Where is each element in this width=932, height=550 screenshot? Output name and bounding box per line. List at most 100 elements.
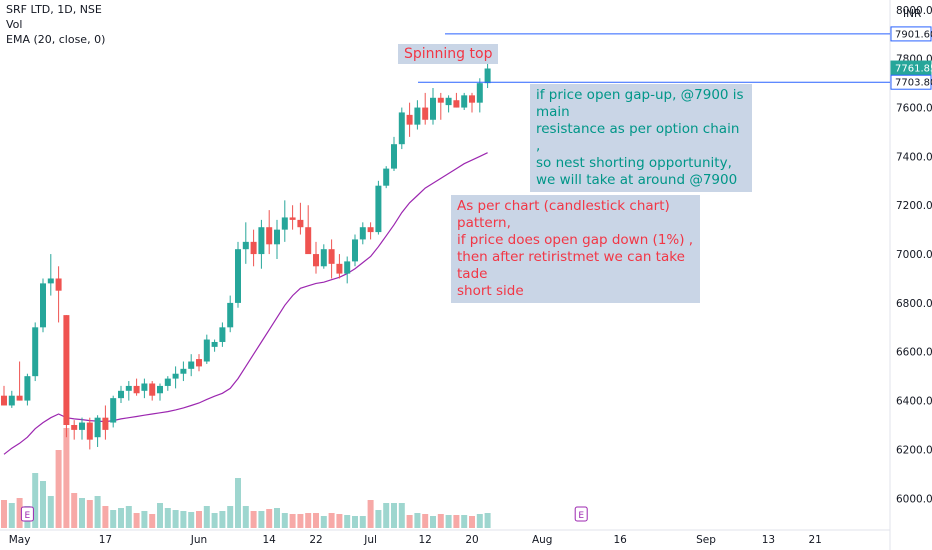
volume-bar: [141, 511, 148, 528]
candle-body: [445, 97, 452, 106]
candle-body: [328, 249, 335, 264]
legend-symbol[interactable]: SRF LTD, 1D, NSE: [6, 3, 102, 16]
candle-body: [367, 227, 374, 233]
candle: [242, 222, 249, 264]
volume-bar: [359, 516, 366, 528]
candle: [453, 92, 460, 108]
candle-body: [375, 185, 382, 233]
candle-body: [250, 241, 257, 255]
candle-body: [406, 114, 413, 125]
gap-up-note-line: so nest shorting opportunity,: [536, 155, 732, 171]
volume-bars: [1, 428, 491, 528]
volume-bar: [196, 511, 202, 528]
candle-body: [313, 254, 319, 267]
volume-bar: [125, 506, 132, 528]
horizontal-lines[interactable]: [418, 33, 890, 83]
earnings-marker: E: [20, 506, 34, 522]
candle-body: [118, 390, 124, 399]
candle: [125, 381, 132, 401]
candle: [203, 334, 210, 364]
gap-down-note-line: then after retiristmet we can take tade: [457, 249, 685, 282]
volume-bar: [172, 510, 179, 528]
time-tick-label: 22: [309, 534, 322, 546]
volume-bar: [274, 508, 280, 528]
earnings-marker: E: [574, 506, 588, 522]
time-tick-label: 14: [263, 534, 277, 546]
volume-bar: [86, 500, 93, 528]
price-tick-label: 6200.00: [896, 444, 932, 456]
spinning-top-annotation[interactable]: Spinning top: [398, 44, 499, 64]
candle: [375, 180, 382, 235]
volume-bar: [242, 506, 249, 528]
volume-bar: [414, 513, 421, 528]
gap-up-note[interactable]: if price open gap-up, @7900 is main resi…: [530, 84, 752, 192]
candle: [235, 241, 241, 308]
volume-bar: [445, 515, 452, 528]
time-tick-label: 17: [99, 534, 112, 546]
price-tick-label: 7200.00: [896, 200, 932, 212]
candle-body: [172, 373, 179, 379]
candle: [8, 390, 15, 408]
candle-body: [437, 97, 444, 103]
candle-body: [180, 368, 187, 374]
candle-body: [352, 239, 358, 262]
earnings-marker-box: [574, 506, 588, 522]
candle: [469, 92, 475, 113]
candle: [313, 241, 319, 274]
candle-body: [281, 217, 288, 230]
candle-body: [94, 417, 101, 438]
price-tick-label: 6800.00: [896, 298, 932, 310]
time-axis[interactable]: May 17 Jun 14 22 Jul 12 20 Aug 16 Sep 13 21: [9, 534, 822, 546]
candle-body: [133, 385, 140, 394]
volume-bar: [203, 506, 210, 528]
volume-bar: [16, 498, 23, 528]
candle-body: [149, 383, 156, 396]
price-tick-label: 7400.00: [896, 151, 932, 163]
candle: [188, 354, 195, 377]
candles: [1, 56, 491, 450]
candle: [367, 222, 374, 240]
candle: [281, 200, 288, 242]
volume-bar: [484, 513, 491, 528]
volume-bar: [352, 516, 358, 528]
candle-body: [461, 95, 468, 108]
volume-bar: [422, 514, 429, 528]
time-tick-label: Aug: [532, 534, 553, 546]
volume-bar: [469, 516, 475, 528]
gap-up-note-line: we will take at around @7900: [536, 172, 738, 188]
price-axis[interactable]: INR 6000.00 6200.00 6400.00 6600.00 6800.00 7…: [896, 5, 932, 505]
volume-bar: [211, 513, 218, 528]
candle-body: [47, 278, 54, 284]
price-tick-label: 7600.00: [896, 103, 932, 115]
candle-body: [203, 339, 210, 362]
candle-body: [196, 359, 202, 367]
candle: [352, 234, 358, 267]
candle-body: [453, 100, 460, 108]
legend-ema[interactable]: EMA (20, close, 0): [6, 33, 106, 46]
candle-body: [211, 341, 218, 347]
volume-bar: [344, 515, 351, 528]
candle-body: [422, 107, 429, 120]
candle-body: [110, 398, 117, 423]
price-tag: 7901.60: [890, 26, 932, 42]
candle-body: [125, 385, 132, 391]
price-tags: 7901.60 7761.85 7703.80: [890, 26, 932, 90]
volume-bar: [102, 506, 109, 528]
time-tick-label: 16: [614, 534, 628, 546]
candle-body: [71, 425, 78, 430]
candle: [305, 205, 312, 255]
gap-up-note-line: if price open gap-up, @7900 is main: [536, 87, 744, 120]
volume-bar: [227, 506, 234, 528]
gap-down-note[interactable]: As per chart (candlestick chart) pattern…: [451, 195, 700, 303]
earnings-marker-box: [20, 506, 34, 522]
candle-body: [235, 249, 241, 303]
candle-body: [336, 263, 343, 274]
grid-lines: [0, 0, 891, 550]
candle: [24, 373, 31, 406]
candle-body: [289, 217, 296, 220]
volume-bar: [79, 498, 85, 528]
volume-bar: [297, 514, 304, 528]
legend-volume[interactable]: Vol: [6, 18, 23, 31]
